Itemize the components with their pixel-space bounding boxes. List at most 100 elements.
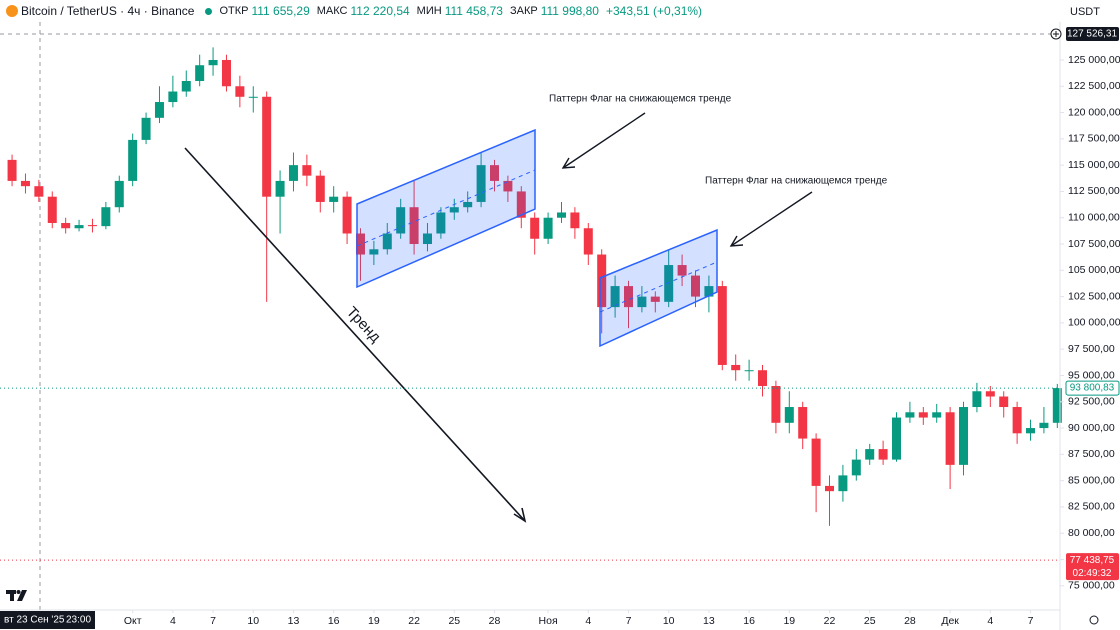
candle-body bbox=[141, 117, 151, 140]
candle-body bbox=[1012, 407, 1022, 434]
change: +343,51 (+0,31%) bbox=[605, 4, 703, 18]
coin-icon bbox=[6, 5, 18, 17]
y-tick-label: 110 000,00 bbox=[1068, 212, 1120, 224]
candle-body bbox=[543, 217, 553, 239]
y-tick-label: 97 500,00 bbox=[1068, 343, 1115, 355]
high: 112 220,54 bbox=[350, 4, 410, 18]
candle-body bbox=[704, 286, 714, 297]
candle-body bbox=[556, 212, 566, 218]
y-tick-label: 117 500,00 bbox=[1068, 133, 1120, 145]
low-label: МИН bbox=[416, 5, 442, 17]
candle-body bbox=[275, 180, 285, 197]
channel-mid bbox=[356, 169, 536, 247]
x-tick-label: 28 bbox=[904, 615, 916, 627]
candle-body bbox=[7, 159, 17, 181]
candle-body bbox=[489, 165, 499, 181]
alert-price: 77 438,75 bbox=[1070, 555, 1115, 566]
x-tick-label: Дек bbox=[941, 615, 959, 627]
symbol: Bitcoin / TetherUS · 4ч · Binance bbox=[21, 4, 195, 18]
currency: USDT bbox=[1070, 6, 1100, 18]
x-tick-label: 4 bbox=[170, 615, 176, 627]
candle-body bbox=[288, 165, 298, 181]
y-tick-label: 115 000,00 bbox=[1068, 159, 1120, 171]
y-tick-label: 87 500,00 bbox=[1068, 448, 1115, 460]
y-tick-label: 120 000,00 bbox=[1068, 106, 1120, 118]
candle-body bbox=[436, 212, 446, 234]
y-tick-label: 95 000,00 bbox=[1068, 369, 1115, 381]
arrow-head bbox=[729, 235, 744, 247]
candle-body bbox=[664, 265, 674, 302]
candle-body bbox=[677, 265, 687, 276]
add-icon bbox=[1053, 31, 1059, 37]
candle-body bbox=[302, 165, 312, 176]
y-tick-label: 75 000,00 bbox=[1068, 580, 1115, 592]
candle-body bbox=[892, 417, 902, 460]
x-tick-label: 4 bbox=[987, 615, 993, 627]
last-price-bg bbox=[1065, 380, 1120, 396]
x-tick-label: 7 bbox=[626, 615, 632, 627]
candle-body bbox=[1052, 388, 1062, 423]
candle-body bbox=[878, 449, 888, 460]
x-tick-label: 22 bbox=[408, 615, 420, 627]
candle-body bbox=[851, 459, 861, 476]
arrow bbox=[730, 191, 813, 247]
candle-body bbox=[731, 364, 741, 371]
candle-body bbox=[999, 396, 1009, 408]
candle-body bbox=[570, 212, 580, 229]
candle-body bbox=[74, 225, 84, 229]
candle-body bbox=[985, 391, 995, 397]
x-tick-label: 10 bbox=[663, 615, 675, 627]
settings[interactable] bbox=[1089, 615, 1099, 625]
candle-body bbox=[87, 225, 97, 227]
alert-bg bbox=[1066, 553, 1119, 581]
x-tick-label: Ноя bbox=[539, 615, 558, 627]
x-tick-label: 13 bbox=[288, 615, 300, 627]
candle-body bbox=[905, 412, 915, 418]
candle-body bbox=[784, 407, 794, 423]
x-tick-label: 10 bbox=[247, 615, 259, 627]
candle-body bbox=[744, 370, 754, 372]
y-tick-label: 82 500,00 bbox=[1068, 501, 1115, 513]
candle-body bbox=[811, 438, 821, 486]
price-label-bg bbox=[1066, 27, 1119, 41]
close-label: ЗАКР bbox=[509, 5, 538, 17]
candle-body bbox=[583, 228, 593, 255]
candle-body bbox=[771, 385, 781, 423]
x-tick-label: 13 bbox=[703, 615, 715, 627]
candle-body bbox=[717, 286, 727, 365]
candle-body bbox=[516, 191, 526, 218]
x-tick-label: 7 bbox=[210, 615, 216, 627]
x-tick-label: 16 bbox=[743, 615, 755, 627]
candle-body bbox=[329, 196, 339, 202]
candle-body bbox=[34, 186, 44, 197]
candle-body bbox=[758, 370, 768, 386]
candle-body bbox=[798, 407, 808, 439]
x-tick-label: 28 bbox=[489, 615, 501, 627]
annotation: Паттерн Флаг на снижающемся тренде bbox=[549, 94, 732, 105]
channel-mid bbox=[599, 261, 718, 313]
candle-body bbox=[476, 165, 486, 202]
close: 111 998,80 bbox=[540, 4, 599, 18]
candle-body bbox=[463, 201, 473, 208]
high-label: МАКС bbox=[316, 5, 348, 17]
x-tick-label: 16 bbox=[328, 615, 340, 627]
y-tick-label: 80 000,00 bbox=[1068, 527, 1115, 539]
y-tick-label: 107 500,00 bbox=[1068, 238, 1120, 250]
arrow bbox=[562, 112, 646, 169]
candle-body bbox=[409, 207, 419, 245]
x-tick-label: 7 bbox=[1028, 615, 1034, 627]
x-tick-label: 19 bbox=[783, 615, 795, 627]
candle-body bbox=[262, 96, 272, 197]
candle-body bbox=[235, 86, 245, 97]
y-tick-label: 122 500,00 bbox=[1068, 80, 1120, 92]
candle-body bbox=[422, 233, 432, 245]
open-label: ОТКР bbox=[219, 5, 249, 17]
candle-body bbox=[865, 449, 875, 460]
candle-body bbox=[47, 196, 57, 223]
candle-body bbox=[449, 207, 459, 213]
x-tick-label: 4 bbox=[585, 615, 591, 627]
candle-body bbox=[1026, 428, 1036, 434]
candle-body bbox=[168, 91, 178, 103]
